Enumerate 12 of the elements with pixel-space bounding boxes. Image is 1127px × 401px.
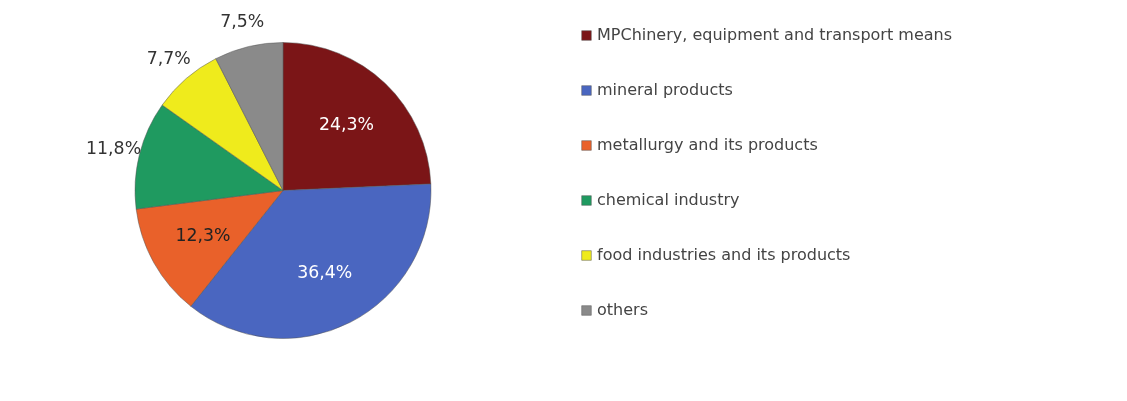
legend-label: mineral products — [597, 80, 733, 99]
data-label: 36,4% — [297, 262, 353, 283]
legend-label: chemical industry — [597, 190, 740, 209]
data-label: 12,3% — [175, 225, 231, 246]
data-label: 7,7% — [146, 48, 191, 69]
data-label: 24,3% — [318, 114, 374, 135]
legend-label: food industries and its products — [597, 245, 851, 264]
data-label: 7,5% — [220, 10, 265, 31]
data-label: 11,8% — [86, 138, 142, 159]
legend-label: others — [597, 300, 648, 319]
legend-label: metallurgy and its products — [597, 135, 818, 154]
legend-label: MPChinery, equipment and transport means — [597, 25, 952, 44]
